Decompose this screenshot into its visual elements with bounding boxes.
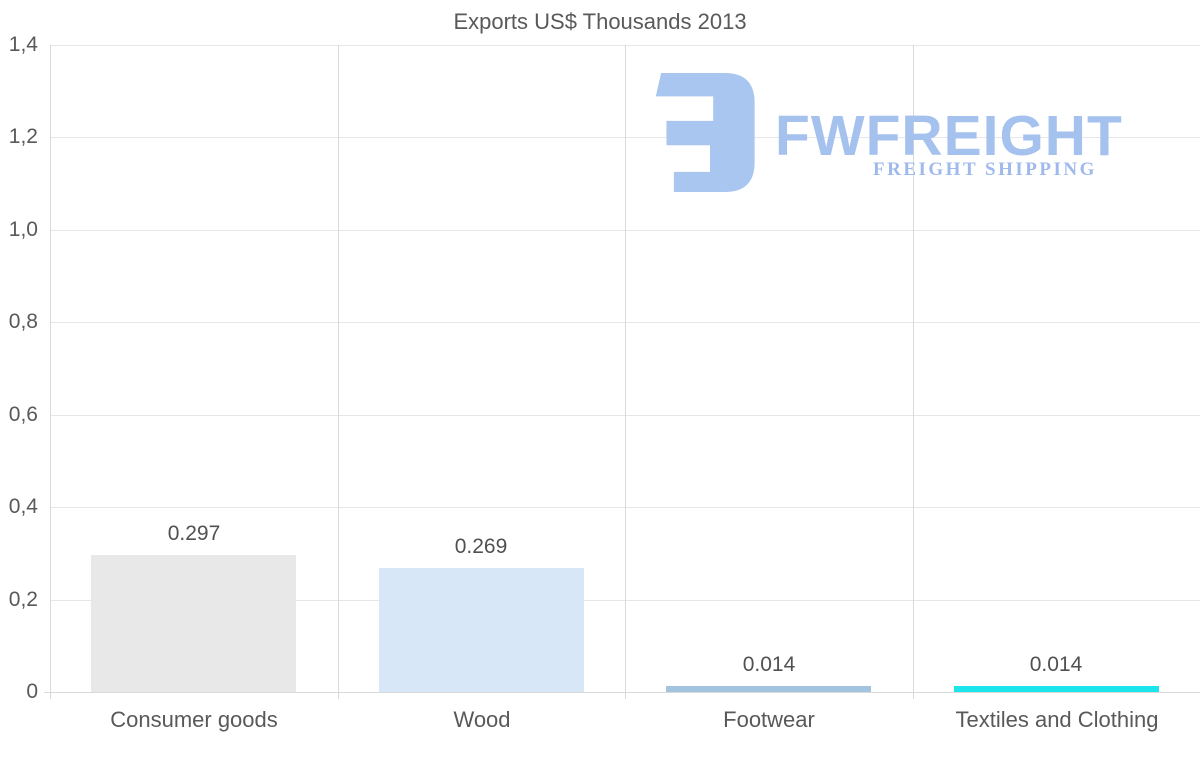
y-axis-tick-label: 0,8 <box>8 310 38 333</box>
y-axis-tick-label: 1,4 <box>8 33 38 56</box>
category-label: Consumer goods <box>110 707 278 732</box>
category-label: Textiles and Clothing <box>955 707 1159 732</box>
bar-textiles-and-clothing <box>954 686 1159 692</box>
watermark-brand-text: FWFREIGHT <box>775 104 1123 168</box>
y-axis-line <box>50 45 51 699</box>
vertical-gridline <box>625 45 626 699</box>
chart-title: Exports US$ Thousands 2013 <box>453 9 747 34</box>
vertical-gridline <box>338 45 339 699</box>
bar-value-label: 0.297 <box>167 522 221 545</box>
watermark-tagline-text: FREIGHT SHIPPING <box>873 159 1097 180</box>
y-axis-tick-label: 1,0 <box>8 218 38 241</box>
y-axis-tick-label: 0,6 <box>8 403 38 426</box>
y-axis-tick-label: 0 <box>26 680 38 703</box>
bar-consumer-goods <box>91 555 296 692</box>
bar-value-label: 0.269 <box>454 535 508 558</box>
category-label: Wood <box>453 707 511 732</box>
vertical-gridline <box>913 45 914 699</box>
bar-footwear <box>666 686 871 692</box>
y-axis-tick-label: 0,2 <box>8 588 38 611</box>
bar-value-label: 0.014 <box>1029 653 1083 676</box>
y-axis-tick-label: 1,2 <box>8 125 38 148</box>
bar-value-label: 0.014 <box>742 653 796 676</box>
x-axis-line <box>44 692 1200 693</box>
category-label: Footwear <box>723 707 815 732</box>
bar-wood <box>379 568 584 692</box>
y-axis-tick-label: 0,4 <box>8 495 38 518</box>
fwfreight-logo-icon <box>655 73 755 192</box>
